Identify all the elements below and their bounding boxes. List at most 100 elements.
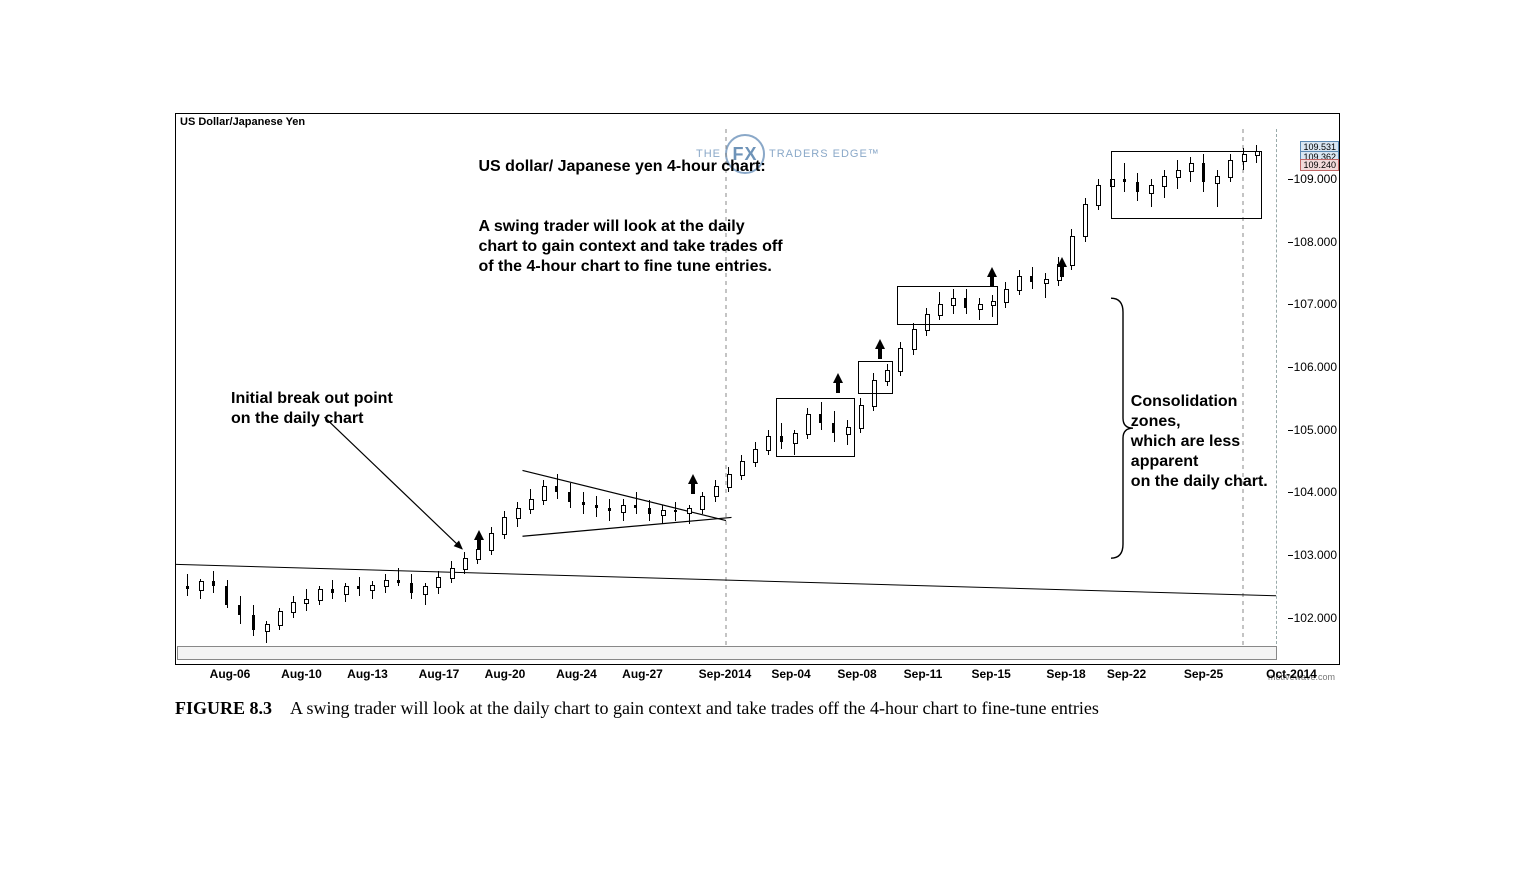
up-arrow-icon	[833, 373, 843, 383]
candle-wick	[187, 574, 188, 596]
candle-body	[898, 348, 903, 372]
up-arrow-icon	[688, 474, 698, 484]
chart-frame: US Dollar/Japanese Yen THE FX TRADERS ED…	[175, 113, 1340, 665]
candle-body	[423, 586, 428, 594]
candle-body	[621, 505, 626, 513]
figure-caption-text: A swing trader will look at the daily ch…	[290, 698, 1099, 719]
candle-body	[595, 505, 598, 508]
candle-body	[648, 508, 651, 514]
candle-body	[568, 492, 571, 501]
candle-body	[304, 599, 309, 604]
x-axis: Aug-06Aug-10Aug-13Aug-17Aug-20Aug-24Aug-…	[175, 667, 1340, 687]
candle-body	[278, 611, 283, 626]
candle-body	[727, 474, 732, 489]
candle-body	[410, 583, 413, 592]
y-axis: 102.000 103.000 104.000 105.000 106.000 107.0…	[1279, 129, 1339, 649]
candle-body	[1096, 185, 1101, 206]
scroll-band	[177, 646, 1277, 660]
consolidation-zone	[776, 398, 855, 456]
consolidation-zone	[858, 361, 893, 394]
candle-body	[489, 533, 494, 551]
candle-wick	[636, 492, 637, 514]
candle-body	[476, 549, 481, 560]
y-tick-label: 102.000	[1294, 611, 1337, 625]
x-tick-label: Sep-25	[1184, 667, 1223, 681]
candle-body	[331, 589, 334, 592]
candle-wick	[398, 568, 399, 587]
candle-body	[529, 499, 534, 510]
candle-body	[634, 505, 637, 508]
x-tick-label: Aug-06	[210, 667, 251, 681]
candle-body	[291, 602, 296, 613]
y-tick-label: 103.000	[1294, 548, 1337, 562]
candle-body	[265, 624, 270, 632]
candle-body	[344, 586, 349, 594]
candle-body	[608, 508, 611, 511]
up-arrow-icon	[875, 339, 885, 349]
anno-consolidation-label: Consolidation zones,which are less appar…	[1131, 392, 1276, 492]
candle-body	[450, 568, 455, 579]
x-tick-label: Aug-17	[419, 667, 460, 681]
candle-body	[1044, 279, 1049, 284]
y-tick-label: 108.000	[1294, 235, 1337, 249]
up-arrow-icon	[1057, 257, 1067, 267]
consolidation-zone	[1111, 151, 1262, 219]
candle-body	[859, 405, 864, 429]
candle-body	[318, 589, 323, 600]
figure-number: FIGURE 8.3	[175, 698, 272, 719]
x-tick-label: Sep-22	[1107, 667, 1146, 681]
up-arrow-icon	[987, 267, 997, 277]
candle-body	[397, 580, 400, 583]
candle-body	[674, 510, 677, 513]
candle-body	[516, 508, 521, 519]
price-flag: 109.240	[1300, 159, 1339, 171]
y-tick-label: 109.000	[1294, 172, 1337, 186]
candle-body	[912, 329, 917, 350]
x-tick-label: Oct-2014	[1266, 667, 1317, 681]
x-tick-label: Sep-08	[837, 667, 876, 681]
candle-body	[700, 496, 705, 511]
candle-body	[186, 586, 189, 589]
candle-body	[1030, 276, 1033, 282]
candle-body	[502, 517, 507, 535]
anno-title-block: US dollar/ Japanese yen 4-hour chart:A s…	[479, 157, 783, 277]
candle-body	[1017, 276, 1022, 291]
x-tick-label: Aug-27	[622, 667, 663, 681]
anno-breakout-label: Initial break out pointon the daily char…	[231, 389, 393, 429]
up-arrow-icon	[474, 530, 484, 540]
candle-body	[555, 486, 558, 492]
plot-area: US dollar/ Japanese yen 4-hour chart:A s…	[176, 129, 1277, 649]
candle-body	[661, 510, 666, 516]
y-tick-label: 106.000	[1294, 360, 1337, 374]
candle-body	[436, 577, 441, 588]
candle-body	[753, 449, 758, 464]
candle-body	[225, 586, 228, 605]
figure-caption: FIGURE 8.3 A swing trader will look at t…	[175, 698, 1340, 719]
candle-body	[582, 502, 585, 505]
x-tick-label: Sep-15	[972, 667, 1011, 681]
consolidation-zone	[897, 286, 998, 326]
candle-body	[766, 436, 771, 451]
y-tick-label: 104.000	[1294, 485, 1337, 499]
candle-body	[252, 615, 255, 631]
x-tick-label: Sep-11	[904, 667, 943, 681]
x-tick-label: Sep-18	[1046, 667, 1085, 681]
candle-body	[199, 581, 204, 591]
candle-body	[1083, 204, 1088, 237]
chart-title: US Dollar/Japanese Yen	[180, 116, 305, 128]
x-tick-label: Sep-04	[771, 667, 810, 681]
candle-body	[1004, 289, 1009, 304]
y-tick-label: 105.000	[1294, 423, 1337, 437]
x-tick-label: Sep-2014	[699, 667, 752, 681]
candle-body	[714, 486, 719, 497]
candle-body	[384, 580, 389, 587]
candle-wick	[1045, 273, 1046, 298]
candle-body	[370, 585, 375, 591]
x-tick-label: Aug-13	[347, 667, 388, 681]
x-tick-label: Aug-20	[485, 667, 526, 681]
y-tick-label: 107.000	[1294, 297, 1337, 311]
candle-body	[542, 486, 547, 501]
x-tick-label: Aug-24	[556, 667, 597, 681]
candle-body	[463, 558, 468, 569]
candle-body	[212, 581, 215, 586]
